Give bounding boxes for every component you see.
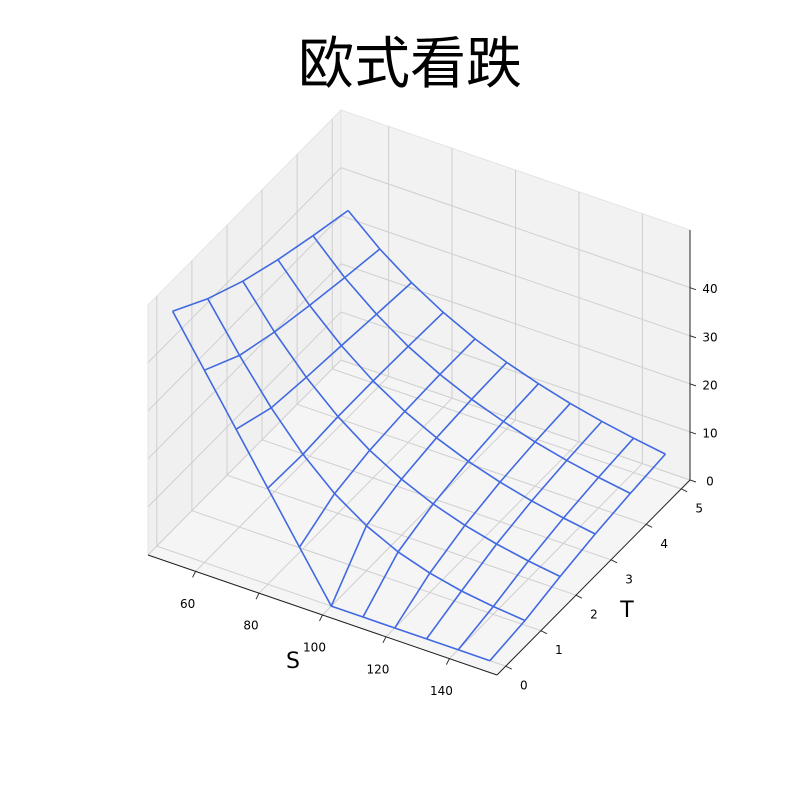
x-tick-label: 60 [180,597,195,611]
chart-title: 欧式看跌 [298,32,522,97]
y-axis-label: T [619,598,634,623]
x-tick [382,636,387,644]
wire-t [235,282,413,430]
wire-t [204,248,381,371]
z-tick [689,479,697,483]
x-tick-label: 100 [303,641,326,655]
x-tick [255,592,260,600]
y-tick [540,630,548,635]
x-tick [192,571,197,578]
x-tick [319,614,323,622]
grid-line [147,311,691,508]
x-tick-label: 140 [430,684,453,698]
y-tick [681,488,688,493]
grid-line [147,359,691,556]
z-tick [689,335,697,339]
y-tick [645,523,653,528]
wire-t [425,420,603,640]
z-tick [689,287,697,291]
y-tick-label: 2 [590,608,598,622]
z-tick-label: 40 [702,282,717,296]
wire-t [489,453,666,662]
y-tick-label: 1 [555,643,563,657]
wire-t [267,311,444,489]
wire-t [298,338,476,548]
z-tick-label: 10 [702,426,717,440]
z-tick [689,383,697,387]
y-tick-label: 4 [660,537,668,551]
x-tick-label: 120 [367,662,390,676]
wire-t [362,383,540,618]
z-tick [689,431,697,435]
y-tick-label: 5 [695,501,703,515]
y-tick [505,665,512,670]
wire-t [394,402,571,629]
z-tick-label: 30 [702,330,717,344]
x-axis [147,554,498,676]
grid-line [147,167,691,364]
wire-t [172,209,349,312]
grid-line [147,263,691,460]
y-tick [610,559,618,564]
y-tick-label: 3 [625,572,633,586]
y-tick-label: 0 [520,679,528,693]
x-axis-label: S [286,649,300,674]
wire-t [457,437,635,651]
z-tick-label: 20 [702,378,717,392]
x-tick [445,658,450,665]
y-axis [496,479,691,676]
z-tick-label: 0 [706,475,714,489]
y-tick [575,594,583,599]
x-tick-label: 80 [243,619,258,633]
wire-t [330,361,508,607]
